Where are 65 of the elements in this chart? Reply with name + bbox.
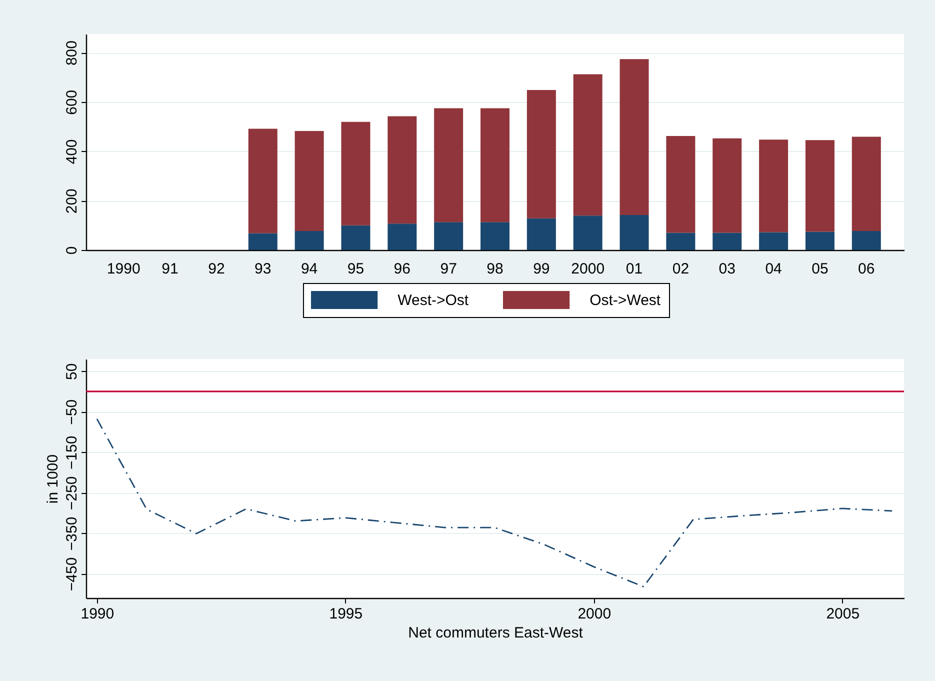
x-tick-label: 99: [533, 260, 550, 278]
bar: [805, 232, 834, 250]
x-tick-label: 2005: [826, 606, 860, 622]
y-tick-label: −350: [64, 516, 80, 551]
bar: [852, 230, 881, 250]
x-tick-label: 1990: [80, 606, 114, 622]
bar: [248, 128, 278, 234]
bar: [805, 140, 834, 232]
y-tick-label: 0: [64, 246, 80, 255]
bar: [526, 90, 556, 218]
y-tick-label: 800: [64, 40, 80, 66]
y-tick-label: −50: [64, 399, 80, 425]
x-tick-label: 95: [347, 260, 364, 278]
bar: [294, 230, 324, 250]
x-tick-label: 2000: [571, 260, 605, 278]
x-tick-label: 96: [394, 260, 410, 278]
bar: [480, 222, 510, 250]
x-tick-label: 03: [718, 260, 736, 278]
bar: [248, 233, 278, 250]
x-tick-label: 02: [672, 260, 690, 278]
bar: [666, 136, 696, 233]
y-tick-label: 200: [64, 188, 80, 214]
x-tick-label: 04: [765, 260, 782, 278]
bar: [759, 232, 788, 250]
bar: [388, 224, 417, 250]
x-tick-label: 98: [486, 260, 504, 278]
legend-label: Ost->West: [590, 292, 662, 309]
bar: [759, 140, 788, 232]
y-tick-label: 400: [64, 139, 80, 164]
x-tick-label: 94: [300, 260, 318, 278]
bar: [526, 218, 556, 250]
bar: [434, 222, 464, 250]
y-tick-label: 600: [64, 90, 80, 115]
y-tick-label: −250: [64, 476, 80, 510]
x-tick-label: 1995: [329, 606, 363, 622]
bar: [294, 131, 324, 231]
y-tick-label: 50: [64, 363, 80, 380]
x-tick-label: 97: [440, 260, 457, 278]
line-series: [96, 418, 893, 588]
bar: [712, 138, 742, 233]
bar: [573, 74, 602, 216]
bar: [434, 108, 464, 222]
x-tick-label: 1990: [106, 260, 140, 278]
x-tick-label: 93: [254, 260, 272, 278]
y-tick-label: −450: [64, 557, 80, 592]
y-tick-label: −150: [64, 436, 80, 470]
x-tick-label: 92: [208, 260, 225, 278]
x-tick-label: 06: [858, 260, 875, 278]
bar: [666, 232, 696, 250]
y-axis-title: in 1000: [44, 454, 62, 504]
bar: [620, 59, 649, 215]
x-tick-label: 91: [162, 260, 178, 278]
bar: [341, 225, 370, 250]
x-tick-label: 05: [812, 260, 828, 278]
bar: [620, 214, 649, 250]
bar: [341, 122, 370, 226]
bar: [388, 116, 417, 224]
x-tick-label: 2000: [578, 606, 612, 622]
x-axis-title: Net commuters East-West: [408, 624, 584, 642]
bar: [480, 108, 510, 222]
bar: [852, 136, 881, 231]
bar: [712, 232, 742, 250]
x-tick-label: 01: [626, 260, 643, 278]
bar: [573, 216, 602, 250]
legend-label: West->Ost: [398, 292, 470, 309]
